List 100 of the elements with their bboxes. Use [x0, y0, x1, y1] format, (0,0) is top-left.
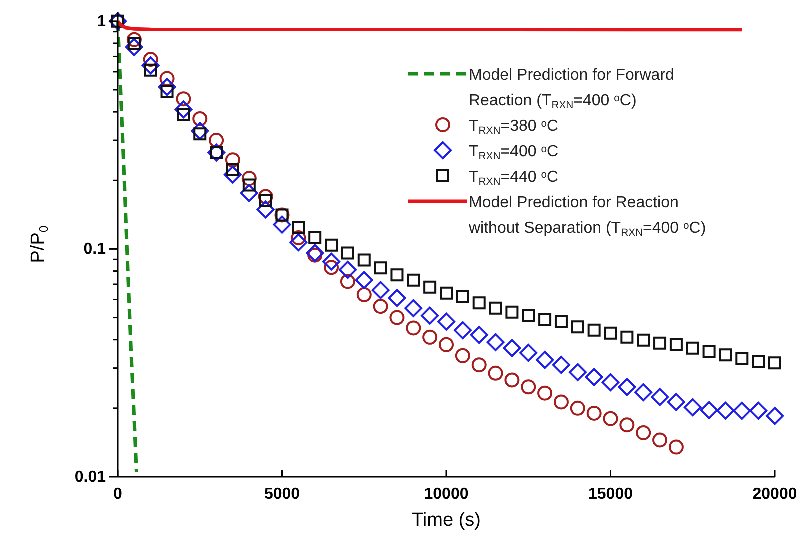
point [618, 378, 636, 396]
point [489, 302, 502, 315]
point [520, 344, 538, 362]
point [174, 100, 193, 119]
point [341, 246, 354, 260]
point [158, 78, 176, 96]
point [456, 290, 470, 304]
x-tick-label: 5000 [264, 486, 300, 503]
x-axis-title: Time (s) [412, 510, 481, 531]
point [390, 268, 404, 282]
point [554, 315, 568, 328]
point [488, 366, 504, 381]
point [604, 326, 618, 340]
point [506, 306, 519, 319]
point [668, 440, 684, 455]
point [472, 358, 487, 373]
point [388, 289, 406, 308]
point [259, 194, 272, 208]
point [486, 333, 505, 352]
point [358, 254, 371, 267]
point [637, 334, 650, 347]
point [536, 351, 554, 370]
point [570, 400, 586, 416]
point [538, 386, 553, 401]
point [602, 373, 620, 392]
point [440, 286, 453, 300]
point [571, 320, 584, 334]
point [325, 238, 338, 252]
point [634, 383, 653, 402]
point [422, 330, 438, 345]
y-tick-label: 0.1 [84, 241, 106, 258]
point [356, 287, 372, 302]
point [390, 310, 405, 326]
point [224, 166, 242, 184]
point [700, 401, 718, 420]
point [404, 299, 423, 318]
legend-label: Model Prediction for Forward Reaction (T$_{RXN}$=400 $^{o}$C) [469, 67, 674, 112]
point [192, 112, 208, 126]
point [439, 337, 454, 352]
point [503, 339, 522, 358]
point [719, 348, 732, 362]
point [209, 133, 224, 148]
legend-label: Model Prediction for Reaction without Separation (T$_{RXN}$=400 $^{o}$C) [468, 194, 706, 239]
point [142, 56, 160, 75]
point [292, 221, 306, 234]
point [424, 280, 437, 294]
point [407, 274, 420, 287]
point [374, 262, 388, 275]
y-tick-label: 0.01 [74, 469, 106, 486]
point [620, 418, 635, 433]
point [652, 432, 668, 448]
point [258, 189, 274, 204]
point [522, 309, 536, 322]
point [472, 296, 486, 310]
x-tick-label: 0 [114, 486, 123, 503]
x-tick-label: 15000 [588, 486, 634, 503]
point [355, 271, 374, 290]
point [306, 244, 324, 262]
point [750, 402, 768, 420]
point [586, 406, 602, 421]
point [686, 342, 700, 355]
point [588, 324, 601, 337]
point [242, 171, 257, 186]
point [372, 281, 390, 300]
point [568, 363, 587, 382]
point [654, 336, 667, 350]
point [406, 320, 422, 336]
point [225, 152, 240, 168]
point [752, 355, 766, 368]
point [554, 394, 569, 410]
point [290, 234, 308, 252]
point [552, 356, 570, 374]
point [768, 356, 782, 370]
point [322, 252, 341, 271]
y-tick-label: 1 [97, 13, 106, 30]
point [308, 232, 322, 245]
point [470, 326, 488, 344]
point [126, 32, 142, 48]
point [620, 330, 634, 344]
point [160, 71, 175, 86]
point [521, 380, 536, 395]
point [733, 402, 752, 420]
point [373, 299, 388, 314]
point [603, 411, 618, 426]
legend-label: T$_{RXN}$=380 $^{o}$C [469, 118, 559, 137]
point [667, 393, 686, 412]
point [338, 261, 357, 280]
legend-label: T$_{RXN}$=440 $^{o}$C [469, 169, 559, 188]
point [538, 313, 552, 326]
point [191, 122, 210, 140]
point [240, 184, 258, 202]
point [684, 398, 702, 416]
point [176, 92, 192, 107]
point [716, 402, 735, 420]
point [273, 216, 292, 234]
point [125, 38, 144, 56]
point [736, 352, 749, 366]
point [242, 178, 256, 192]
point [455, 348, 470, 364]
point [702, 345, 716, 358]
